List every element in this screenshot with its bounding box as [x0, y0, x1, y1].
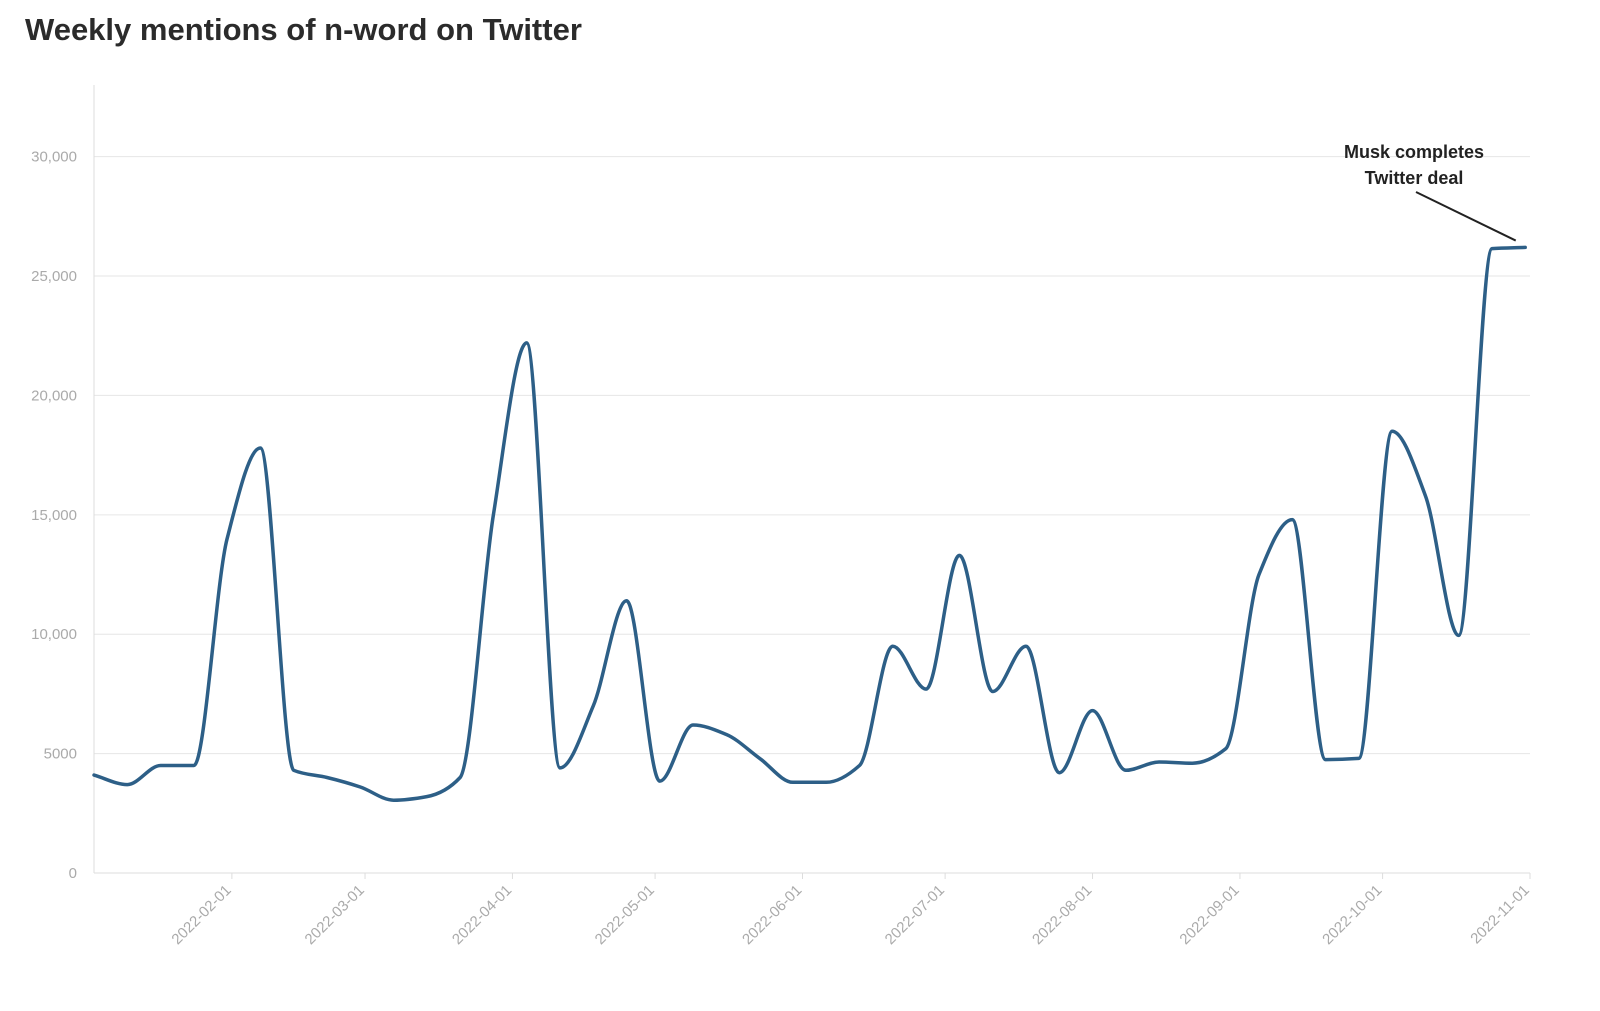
y-tick-label: 10,000 [31, 626, 77, 643]
x-tick-label: 2022-05-01 [592, 882, 658, 948]
data-point [125, 783, 129, 787]
data-point [392, 798, 396, 802]
data-point [1124, 768, 1128, 772]
data-point [1190, 761, 1194, 765]
data-point [891, 644, 895, 648]
data-point [924, 687, 928, 691]
data-point [758, 756, 762, 760]
data-point [358, 785, 362, 789]
data-point [225, 537, 229, 541]
data-point [1523, 245, 1527, 249]
y-tick-label: 5000 [44, 746, 77, 763]
data-point [658, 779, 662, 783]
x-tick-label: 2022-11-01 [1467, 882, 1532, 947]
y-tick-label: 15,000 [31, 507, 77, 524]
data-point [258, 446, 262, 450]
data-point [858, 764, 862, 768]
data-point [724, 733, 728, 737]
data-point [525, 341, 529, 345]
data-point [1057, 771, 1061, 775]
data-point [691, 723, 695, 727]
data-point [1157, 760, 1161, 764]
data-point [824, 780, 828, 784]
x-tick-label: 2022-02-01 [168, 882, 234, 948]
x-tick-label: 2022-06-01 [739, 882, 805, 948]
data-point [1290, 518, 1294, 522]
data-point [1457, 633, 1461, 637]
x-tick-label: 2022-07-01 [882, 882, 948, 948]
y-tick-label: 0 [69, 865, 77, 882]
data-point [1390, 429, 1394, 433]
y-axis-ticks: 0 5000 10,000 15,000 20,000 25,000 30,000 [31, 149, 77, 882]
x-tick-label: 2022-04-01 [449, 882, 515, 948]
data-point [292, 768, 296, 772]
y-tick-label: 25,000 [31, 268, 77, 285]
data-point [591, 704, 595, 708]
data-point [991, 690, 995, 694]
annotation-group: Musk completes Twitter deal [1344, 142, 1517, 242]
data-point [425, 795, 429, 799]
data-point [1257, 573, 1261, 577]
data-point [1091, 709, 1095, 713]
data-point [325, 775, 329, 779]
data-point [159, 764, 163, 768]
data-point [1423, 494, 1427, 498]
data-point [1024, 644, 1028, 648]
y-tick-label: 20,000 [31, 387, 77, 404]
data-point [1357, 756, 1361, 760]
data-point [92, 773, 96, 777]
data-point [1490, 247, 1494, 251]
data-point [491, 513, 495, 517]
data-point [1224, 747, 1228, 751]
data-point [625, 599, 629, 603]
x-tick-label: 2022-09-01 [1176, 882, 1242, 948]
x-tick-label: 2022-03-01 [302, 882, 368, 948]
annotation-text: Twitter deal [1365, 168, 1464, 188]
data-point [192, 764, 196, 768]
x-tick-label: 2022-10-01 [1319, 882, 1385, 948]
x-tick-label: 2022-08-01 [1029, 882, 1095, 948]
x-axis-ticks: 2022-02-01 2022-03-01 2022-04-01 2022-05-01… [168, 873, 1533, 948]
annotation-leader-line [1415, 191, 1517, 242]
annotation-text: Musk completes [1344, 142, 1484, 162]
data-point [791, 780, 795, 784]
data-point [1324, 758, 1328, 762]
data-point [957, 553, 961, 557]
y-tick-label: 30,000 [31, 149, 77, 166]
chart-title: Weekly mentions of n-word on Twitter [25, 12, 582, 47]
gridlines [94, 156, 1530, 755]
data-points [92, 245, 1527, 802]
data-point [458, 775, 462, 779]
series-line-mentions [92, 245, 1527, 802]
data-point [558, 766, 562, 770]
